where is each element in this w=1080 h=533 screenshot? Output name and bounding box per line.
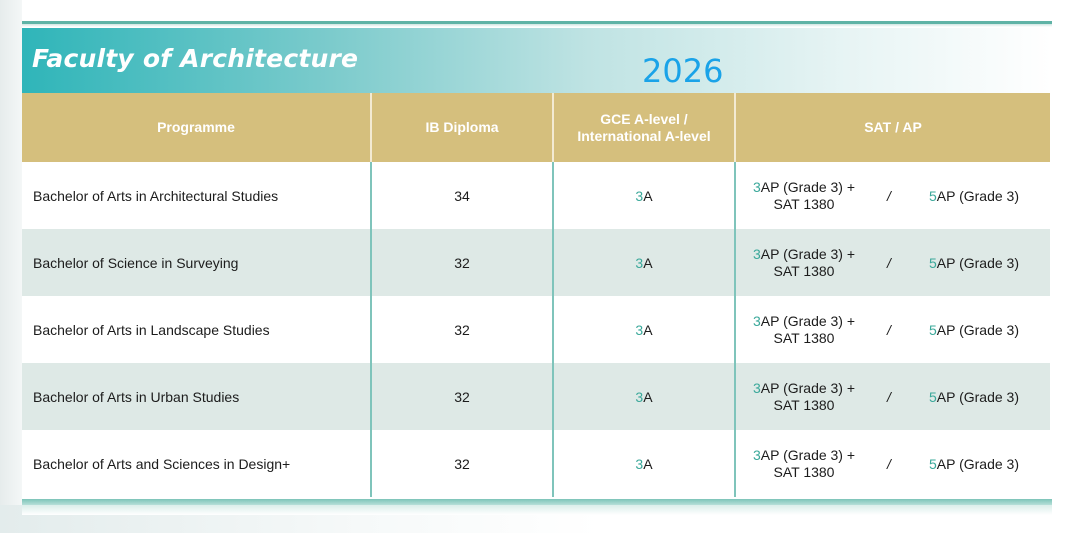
year-label: 2026: [642, 52, 724, 90]
bottom-divider-shadow: [22, 505, 1052, 515]
ib-diploma-cell: 32: [370, 296, 553, 363]
ap-count-a: 3: [752, 245, 761, 262]
ap-text-a: AP (Grade 3) +: [760, 312, 856, 329]
ap-text-b: AP (Grade 3): [936, 321, 1020, 338]
sat-score: SAT 1380: [773, 463, 835, 480]
header-sat-ap: SAT / AP: [734, 93, 1050, 162]
ap-text-a: AP (Grade 3) +: [760, 379, 856, 396]
ib-diploma-cell: 32: [370, 363, 553, 430]
faculty-title: Faculty of Architecture: [32, 44, 359, 73]
ap-text-a: AP (Grade 3) +: [760, 446, 856, 463]
sat-score: SAT 1380: [773, 329, 835, 346]
gce-grade: A: [643, 187, 653, 204]
ap-count-b: 5: [928, 254, 937, 271]
gce-grade: A: [643, 321, 653, 338]
ap-text-b: AP (Grade 3): [936, 254, 1020, 271]
ap-count-a: 3: [752, 446, 761, 463]
ap-count-b: 5: [928, 321, 937, 338]
table-header-row: Programme IB Diploma GCE A-level / Inter…: [22, 93, 1050, 162]
gce-a-level-cell: 3A: [552, 229, 735, 296]
option-separator: /: [887, 455, 891, 472]
header-programme: Programme: [22, 93, 371, 162]
option-separator: /: [887, 187, 891, 204]
ap-count-b: 5: [928, 187, 937, 204]
ib-diploma-cell: 34: [370, 162, 553, 229]
header-gce-line2: International A-level: [577, 127, 711, 144]
sat-ap-option-b: 5AP (Grade 3): [904, 188, 1044, 204]
ap-count-a: 3: [752, 178, 761, 195]
programme-cell: Bachelor of Arts in Architectural Studie…: [33, 187, 279, 204]
header-gce-a-level: GCE A-level / International A-level: [552, 93, 735, 162]
sat-score: SAT 1380: [773, 262, 835, 279]
table-row: Bachelor of Arts in Urban Studies 32 3A 3AP…: [22, 363, 1050, 430]
table-row: Bachelor of Arts in Architectural Studie…: [22, 162, 1050, 229]
gce-count: 3: [635, 455, 644, 472]
top-divider-line: [22, 21, 1052, 24]
gce-a-level-cell: 3A: [552, 363, 735, 430]
sat-ap-option-b: 5AP (Grade 3): [904, 255, 1044, 271]
ap-text-b: AP (Grade 3): [936, 455, 1020, 472]
programme-cell: Bachelor of Science in Surveying: [22, 229, 371, 296]
sat-ap-cell: 3AP (Grade 3) + SAT 1380 / 5AP (Grade 3): [734, 296, 1050, 363]
sat-ap-option-a: 3AP (Grade 3) + SAT 1380: [734, 313, 874, 347]
header-ib-diploma: IB Diploma: [370, 93, 553, 162]
admission-requirements-table: Programme IB Diploma GCE A-level / Inter…: [22, 93, 1050, 497]
gce-count: 3: [635, 254, 644, 271]
sat-ap-cell: 3AP (Grade 3) + SAT 1380 / 5AP (Grade 3): [734, 162, 1050, 229]
sat-ap-option-b: 5AP (Grade 3): [904, 322, 1044, 338]
ib-diploma-cell: 32: [370, 229, 553, 296]
sat-score: SAT 1380: [773, 195, 835, 212]
sat-ap-cell: 3AP (Grade 3) + SAT 1380 / 5AP (Grade 3): [734, 363, 1050, 430]
sat-ap-option-b: 5AP (Grade 3): [904, 389, 1044, 405]
gce-grade: A: [643, 388, 653, 405]
gce-count: 3: [635, 321, 644, 338]
sat-ap-option-a: 3AP (Grade 3) + SAT 1380: [734, 179, 874, 213]
ap-count-a: 3: [752, 379, 761, 396]
ap-text-a: AP (Grade 3) +: [760, 178, 856, 195]
sat-ap-cell: 3AP (Grade 3) + SAT 1380 / 5AP (Grade 3): [734, 430, 1050, 497]
table-row: Bachelor of Science in Surveying 32 3A 3AP …: [22, 229, 1050, 296]
gce-grade: A: [643, 254, 653, 271]
ap-count-a: 3: [752, 312, 761, 329]
gce-grade: A: [643, 455, 653, 472]
ap-text-b: AP (Grade 3): [936, 187, 1020, 204]
table-row: Bachelor of Arts and Sciences in Design+…: [22, 430, 1050, 497]
header-gce-line1: GCE A-level /: [600, 110, 688, 127]
option-separator: /: [887, 388, 891, 405]
sat-ap-cell: 3AP (Grade 3) + SAT 1380 / 5AP (Grade 3): [734, 229, 1050, 296]
gce-count: 3: [635, 388, 644, 405]
sat-ap-option-b: 5AP (Grade 3): [904, 456, 1044, 472]
gce-a-level-cell: 3A: [552, 430, 735, 497]
bottom-divider-bar: [22, 499, 1052, 505]
sat-ap-option-a: 3AP (Grade 3) + SAT 1380: [734, 380, 874, 414]
ap-count-b: 5: [928, 388, 937, 405]
sat-score: SAT 1380: [773, 396, 835, 413]
gce-a-level-cell: 3A: [552, 296, 735, 363]
table-row: Bachelor of Arts in Landscape Studies 32 3…: [22, 296, 1050, 363]
ib-diploma-cell: 32: [370, 430, 553, 497]
faculty-banner: [22, 28, 1052, 93]
ap-count-b: 5: [928, 455, 937, 472]
programme-cell: Bachelor of Arts in Landscape Studies: [33, 321, 270, 338]
gce-count: 3: [635, 187, 644, 204]
option-separator: /: [887, 254, 891, 271]
sat-ap-option-a: 3AP (Grade 3) + SAT 1380: [734, 447, 874, 481]
option-separator: /: [887, 321, 891, 338]
top-divider-shadow: [22, 24, 1052, 27]
programme-cell: Bachelor of Arts and Sciences in Design+: [33, 455, 291, 472]
gce-a-level-cell: 3A: [552, 162, 735, 229]
ap-text-a: AP (Grade 3) +: [760, 245, 856, 262]
programme-cell: Bachelor of Arts in Urban Studies: [22, 363, 371, 430]
sat-ap-option-a: 3AP (Grade 3) + SAT 1380: [734, 246, 874, 280]
ap-text-b: AP (Grade 3): [936, 388, 1020, 405]
decorative-dot-pattern-left: [0, 0, 22, 533]
